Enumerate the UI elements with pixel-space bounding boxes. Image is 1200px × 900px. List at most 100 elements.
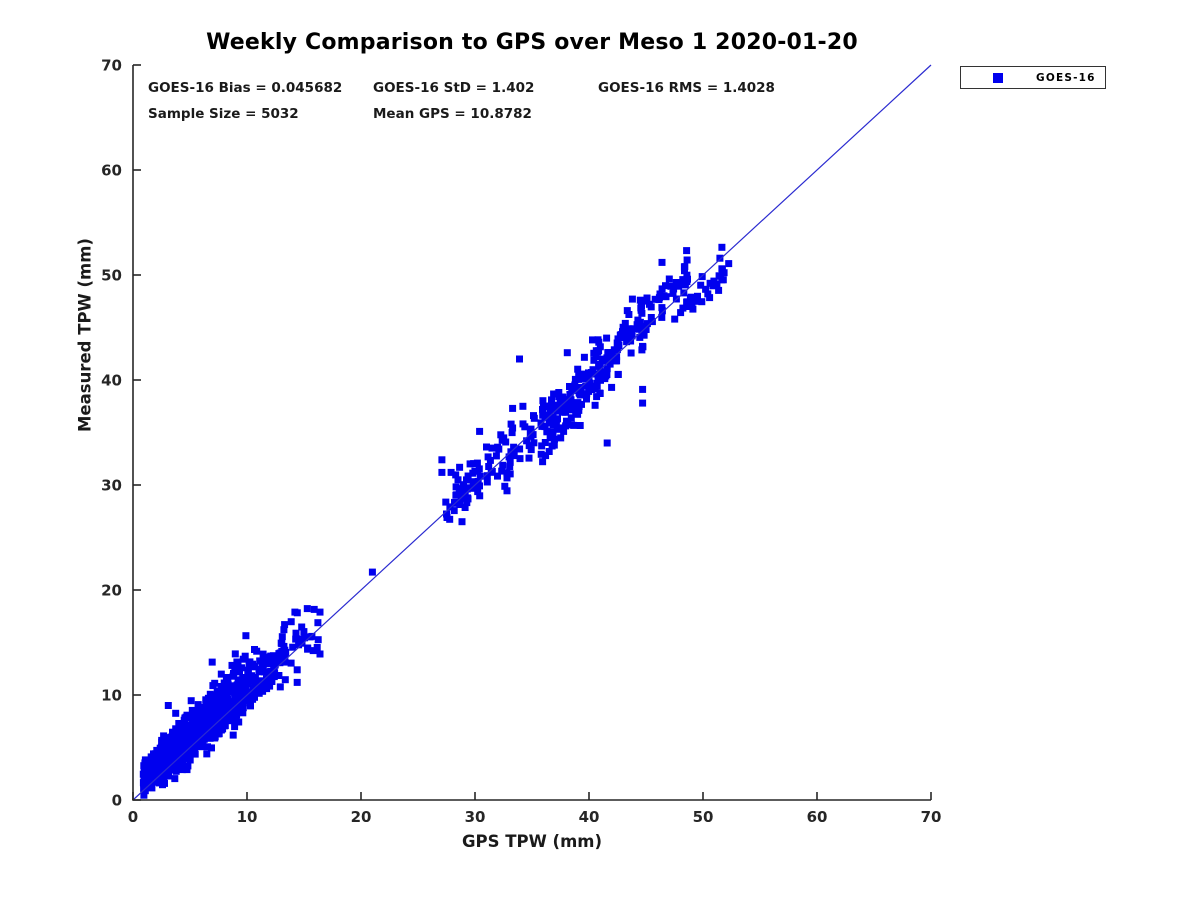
y-tick-label: 70 [101, 57, 122, 75]
scatter-point [506, 463, 514, 471]
scatter-point [181, 738, 189, 746]
y-tick-label: 0 [112, 792, 122, 810]
scatter-point [446, 503, 454, 511]
scatter-point [527, 446, 535, 454]
scatter-point [718, 265, 726, 273]
scatter-point [638, 330, 646, 338]
scatter-point [715, 286, 723, 294]
scatter-point [563, 349, 571, 357]
scatter-point [211, 679, 219, 687]
scatter-point [569, 404, 576, 412]
scatter-point [603, 365, 611, 373]
scatter-point [204, 743, 211, 751]
scatter-point [184, 762, 192, 770]
scatter-point [473, 459, 481, 467]
scatter-point [566, 383, 573, 390]
scatter-point [590, 349, 598, 357]
scatter-point [452, 471, 460, 479]
scatter-point [538, 442, 546, 450]
scatter-point [619, 323, 627, 331]
scatter-point [208, 744, 215, 752]
scatter-point [177, 726, 185, 734]
scatter-point [683, 298, 691, 306]
scatter-point [158, 736, 166, 744]
scatter-point [447, 468, 455, 476]
scatter-point [582, 382, 590, 390]
scatter-point [210, 698, 218, 706]
scatter-point [539, 397, 547, 405]
scatter-point [443, 510, 450, 518]
scatter-point [585, 369, 592, 377]
scatter-point [140, 791, 148, 799]
scatter-point [508, 429, 516, 437]
scatter-point [603, 334, 611, 342]
scatter-point [242, 632, 250, 640]
scatter-point [164, 763, 172, 771]
scatter-point [507, 420, 515, 428]
scatter-point [655, 294, 663, 302]
scatter-point [602, 372, 610, 380]
scatter-point [537, 450, 545, 458]
scatter-point [483, 472, 491, 480]
scatter-point [516, 355, 523, 363]
scatter-point [576, 422, 584, 429]
scatter-point [157, 743, 165, 751]
scatter-point [464, 472, 472, 480]
scatter-point [697, 281, 705, 289]
scatter-point [483, 443, 490, 451]
scatter-point [203, 710, 211, 718]
scatter-point [183, 732, 191, 740]
scatter-point [621, 319, 629, 327]
scatter-point [298, 639, 306, 647]
scatter-point [239, 699, 247, 707]
scatter-point [527, 425, 535, 433]
scatter-point [516, 455, 524, 463]
scatter-point [186, 756, 194, 764]
scatter-point [268, 678, 276, 685]
scatter-point [717, 272, 724, 280]
scatter-point [476, 427, 484, 435]
scatter-point [596, 361, 604, 369]
scatter-point [510, 443, 518, 451]
y-tick-label: 60 [101, 162, 122, 180]
scatter-point [200, 713, 207, 721]
scatter-point [464, 476, 472, 484]
scatter-point [683, 247, 691, 255]
scatter-point [239, 709, 247, 717]
scatter-point [287, 618, 295, 626]
scatter-point [571, 375, 579, 383]
scatter-point [454, 476, 462, 484]
scatter-point [687, 293, 695, 301]
scatter-point [171, 775, 179, 783]
scatter-point [603, 439, 611, 447]
scatter-point [498, 467, 506, 475]
scatter-point [485, 463, 493, 470]
scatter-point [164, 754, 172, 762]
scatter-point [501, 482, 509, 490]
scatter-point [263, 685, 271, 693]
scatter-point [559, 424, 567, 432]
scatter-point [694, 292, 701, 300]
scatter-point [571, 381, 579, 389]
scatter-point [503, 474, 511, 482]
scatter-point [223, 685, 231, 693]
scatter-point [150, 767, 158, 775]
scatter-point [523, 437, 531, 445]
scatter-point [495, 445, 503, 453]
scatter-point [614, 335, 622, 343]
scatter-point [160, 750, 167, 758]
scatter-point [679, 304, 687, 312]
scatter-point [647, 314, 655, 321]
scatter-point [683, 256, 691, 264]
scatter-point [238, 664, 246, 672]
scatter-point [638, 346, 646, 354]
scatter-point [175, 761, 183, 769]
scatter-point [613, 353, 621, 361]
scatter-point [206, 690, 214, 698]
scatter-point [671, 315, 679, 323]
scatter-point [628, 295, 636, 303]
scatter-point [598, 355, 606, 363]
scatter-point [555, 393, 563, 401]
scatter-point [594, 336, 602, 344]
